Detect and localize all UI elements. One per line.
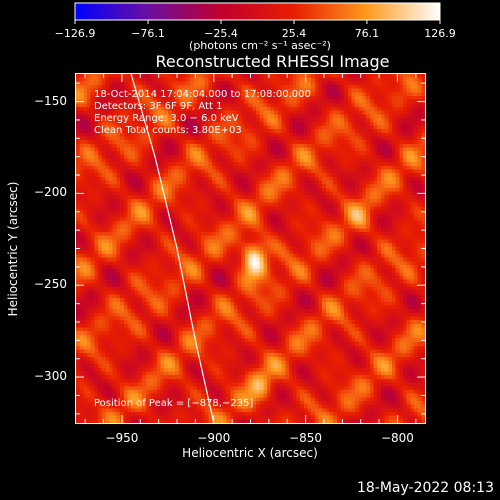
info-detectors: Detectors: 3F 6F 9F, Att 1 (94, 101, 223, 112)
x-tick-label: −950 (105, 431, 139, 445)
y-tick-label: −300 (34, 369, 67, 384)
info-time-range: 18-Oct-2014 17:04:04.000 to 17:08:00.000 (94, 89, 311, 100)
timestamp: 18-May-2022 08:13 (356, 480, 494, 496)
colorbar-tick-label: −76.1 (131, 27, 165, 40)
peak-position-label: Position of Peak = [−878,−235] (94, 398, 254, 409)
colorbar-tick-label: 76.1 (354, 27, 380, 40)
x-tick-label: −800 (380, 431, 414, 445)
x-axis-label: Heliocentric X (arcsec) (182, 446, 318, 460)
colorbar-tick-label: −126.9 (54, 27, 96, 40)
chart-title: Reconstructed RHESSI Image (155, 52, 390, 71)
x-tick-label: −900 (197, 431, 231, 445)
y-axis-label: Heliocentric Y (arcsec) (6, 181, 20, 317)
x-tick-label: −850 (289, 431, 323, 445)
colorbar-tick-label: −25.4 (204, 27, 238, 40)
y-tick-label: −250 (34, 277, 67, 292)
colorbar-units: (photons cm⁻² s⁻¹ asec⁻²) (189, 39, 331, 52)
colorbar-tick-label: 25.4 (281, 27, 307, 40)
colorbar-tick-label: 126.9 (424, 27, 456, 40)
plot-frame (75, 73, 426, 424)
colorbar-gradient (74, 2, 441, 21)
y-tick-label: −200 (34, 185, 67, 200)
info-energy-range: Energy Range: 3.0 − 6.0 keV (94, 113, 239, 124)
y-tick-label: −150 (34, 93, 67, 108)
info-clean-counts: Clean Total counts: 3.80E+03 (94, 125, 242, 136)
